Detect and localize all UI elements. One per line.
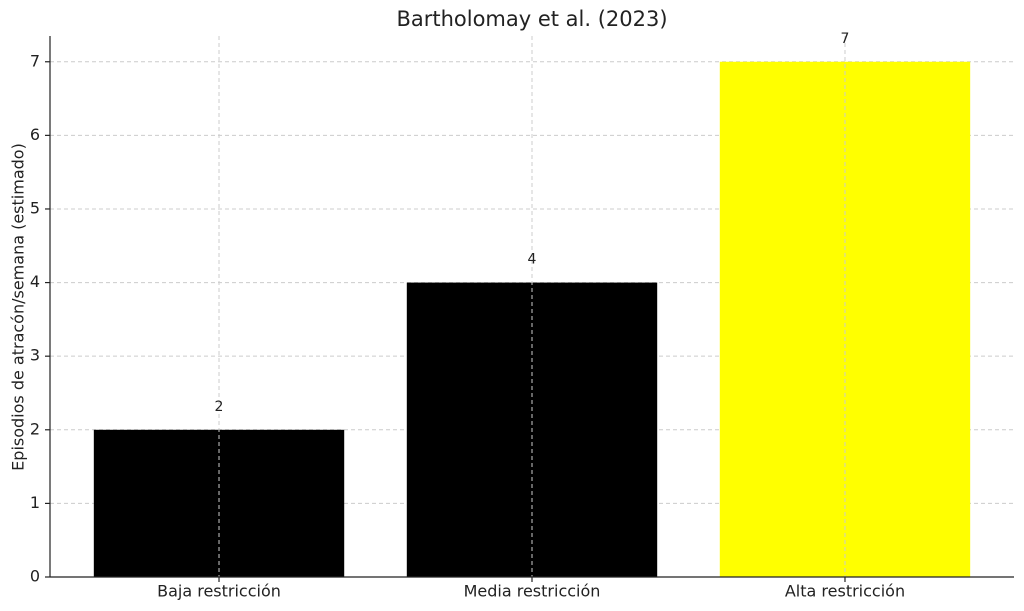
y-tick-label: 0 xyxy=(30,567,40,586)
value-label: 7 xyxy=(841,31,850,47)
y-tick-label: 3 xyxy=(30,346,40,365)
y-tick-label: 6 xyxy=(30,125,40,144)
y-tick-label: 4 xyxy=(30,272,40,291)
value-label: 2 xyxy=(215,399,224,415)
y-tick-label: 2 xyxy=(30,419,40,438)
value-label: 4 xyxy=(528,252,537,268)
y-axis-label: Episodios de atracón/semana (estimado) xyxy=(9,143,28,471)
bar xyxy=(93,429,345,577)
chart-title: Bartholomay et al. (2023) xyxy=(396,7,667,31)
y-tick-label: 1 xyxy=(30,493,40,512)
x-tick-label: Media restricción xyxy=(464,582,601,601)
x-tick-label: Baja restricción xyxy=(157,582,281,601)
x-tick-label: Alta restricción xyxy=(785,582,905,601)
y-tick-label: 5 xyxy=(30,198,40,217)
y-tick-label: 7 xyxy=(30,51,40,70)
